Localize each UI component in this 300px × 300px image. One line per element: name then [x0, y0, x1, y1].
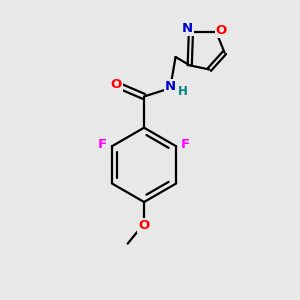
Text: H: H: [178, 85, 188, 98]
Text: N: N: [165, 80, 176, 93]
Text: O: O: [138, 219, 150, 232]
Text: O: O: [110, 78, 122, 91]
Text: N: N: [182, 22, 193, 34]
Text: F: F: [98, 138, 107, 151]
Text: O: O: [216, 24, 227, 37]
Text: F: F: [181, 138, 190, 151]
